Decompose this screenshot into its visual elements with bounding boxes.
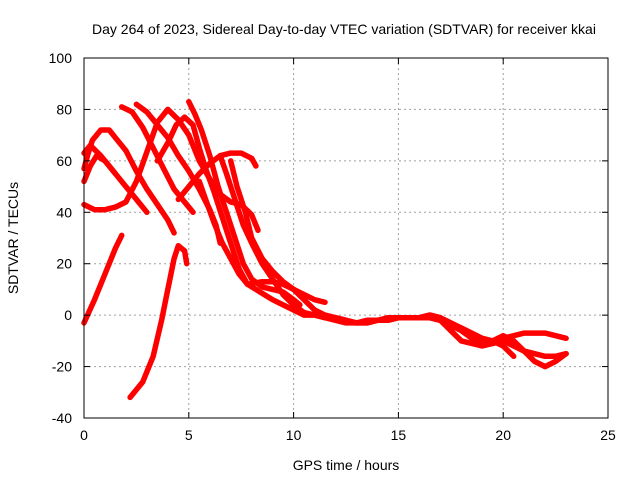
y-tick-labels: -40 -20 0 20 40 60 80 100 bbox=[49, 50, 73, 426]
tick-marks bbox=[83, 57, 609, 419]
x-tick-labels: 0 5 10 15 20 25 bbox=[80, 427, 616, 443]
x-axis-label: GPS time / hours bbox=[293, 457, 400, 473]
y-tick-label: 80 bbox=[56, 101, 72, 117]
y-tick-label: 20 bbox=[56, 256, 72, 272]
series-track-m bbox=[217, 152, 517, 360]
x-tick-label: 20 bbox=[495, 427, 511, 443]
y-tick-label: -40 bbox=[52, 410, 72, 426]
x-tick-label: 25 bbox=[600, 427, 616, 443]
series-track-o bbox=[448, 322, 569, 370]
x-tick-label: 0 bbox=[80, 427, 88, 443]
y-tick-label: -20 bbox=[52, 359, 72, 375]
grid-lines bbox=[84, 58, 608, 418]
y-tick-label: 100 bbox=[49, 50, 73, 66]
x-tick-label: 15 bbox=[391, 427, 407, 443]
y-axis-label: SDTVAR / TECUs bbox=[5, 182, 21, 294]
series-track-p bbox=[406, 312, 448, 324]
series-track-e bbox=[81, 142, 119, 177]
series-track-h bbox=[127, 242, 190, 401]
series-track-n bbox=[227, 158, 569, 360]
series-track-c bbox=[81, 127, 177, 236]
y-tick-label: 60 bbox=[56, 153, 72, 169]
x-tick-label: 5 bbox=[185, 427, 193, 443]
series-group bbox=[81, 98, 569, 401]
chart-title: Day 264 of 2023, Sidereal Day-to-day VTE… bbox=[92, 21, 596, 37]
x-tick-label: 10 bbox=[286, 427, 302, 443]
series-track-a bbox=[81, 232, 125, 326]
plot-frame bbox=[83, 57, 609, 419]
y-tick-label: 0 bbox=[64, 307, 72, 323]
y-tick-label: 40 bbox=[56, 204, 72, 220]
